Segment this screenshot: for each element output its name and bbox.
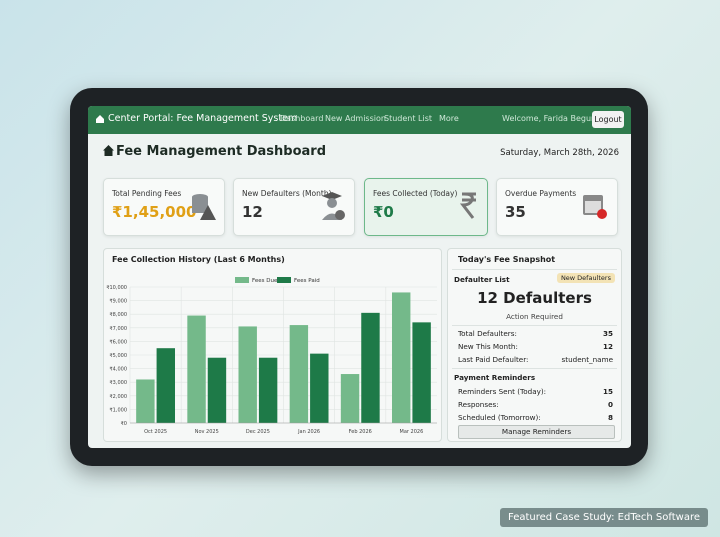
y-tick-label: ₹5,000 xyxy=(110,353,128,359)
card-value: 35 xyxy=(505,203,526,221)
card-value: 12 xyxy=(242,203,263,221)
row-value: 15 xyxy=(602,387,613,396)
bar-chart: ₹0 ₹1,000 ₹2,000 ₹3,000 ₹4,000 ₹5,000 ₹6,000 ₹7… xyxy=(106,277,437,435)
bar xyxy=(136,379,155,423)
card-label: New Defaulters (Month) xyxy=(242,189,332,198)
bar xyxy=(238,326,257,423)
welcome: Welcome, Farida Begum xyxy=(502,114,599,123)
x-tick-label: Nov 2025 xyxy=(195,429,219,435)
y-tick-label: ₹9,000 xyxy=(110,299,128,305)
y-tick-label: ₹4,000 xyxy=(110,367,128,373)
date: Saturday, March 28th, 2026 xyxy=(500,148,619,158)
x-tick-label: Feb 2026 xyxy=(349,429,372,435)
coins-icon xyxy=(192,194,216,220)
stat-card[interactable]: Fees Collected (Today) ₹0 xyxy=(364,178,488,236)
y-tick-label: ₹0 xyxy=(121,421,127,427)
stat-card[interactable]: Total Pending Fees ₹1,45,000 xyxy=(103,178,225,236)
logout-button[interactable]: Logout xyxy=(592,111,624,128)
caption-prefix: Featured Case Study: xyxy=(508,512,615,523)
bar xyxy=(258,357,278,423)
student-icon xyxy=(322,192,345,220)
row-value: 8 xyxy=(607,413,613,422)
y-tick-label: ₹2,000 xyxy=(110,394,128,400)
chart-title: Fee Collection History (Last 6 Months) xyxy=(112,255,285,264)
row-value: 12 xyxy=(602,342,613,351)
bar xyxy=(361,312,380,423)
bar xyxy=(310,353,329,423)
bar xyxy=(156,348,176,423)
divider xyxy=(452,325,617,326)
row-label: New This Month: xyxy=(458,342,518,351)
badge: New Defaulters xyxy=(556,273,615,283)
card-label: Fees Collected (Today) xyxy=(373,189,458,198)
row-label: Responses: xyxy=(458,400,499,409)
nav-link[interactable]: Student List xyxy=(384,114,433,123)
legend-swatch xyxy=(277,277,291,283)
rupee-icon xyxy=(459,192,476,219)
card-value: ₹1,45,000 xyxy=(112,203,197,221)
page-title: Fee Management Dashboard xyxy=(116,144,327,159)
calendar-icon xyxy=(583,195,607,219)
row-label: Total Defaulters: xyxy=(458,329,517,338)
chart-panel: Fee Collection History (Last 6 Months) ₹… xyxy=(103,248,442,442)
row-value: 0 xyxy=(607,400,613,409)
list-title: Defaulter List xyxy=(454,275,510,284)
y-tick-label: ₹10,000 xyxy=(106,285,127,291)
divider xyxy=(452,269,617,270)
row-label: Reminders Sent (Today): xyxy=(458,387,547,396)
x-tick-label: Mar 2026 xyxy=(400,429,424,435)
legend-label: Fees Due xyxy=(252,278,278,284)
snapshot-panel: Today's Fee Snapshot Defaulter List New … xyxy=(447,248,622,442)
screen: Center Portal: Fee Management System Das… xyxy=(88,106,631,448)
row-label: Last Paid Defaulter: xyxy=(458,355,529,364)
home-icon xyxy=(103,145,114,156)
snapshot-title: Today's Fee Snapshot xyxy=(458,255,556,264)
y-tick-label: ₹1,000 xyxy=(110,407,128,413)
y-tick-label: ₹7,000 xyxy=(110,326,128,332)
y-tick-label: ₹8,000 xyxy=(110,312,128,318)
reminders-title: Payment Reminders xyxy=(454,373,536,382)
nav-link[interactable]: Dashboard xyxy=(280,114,324,123)
row-label: Scheduled (Tomorrow): xyxy=(458,413,541,422)
headline: 12 Defaulters xyxy=(477,289,592,307)
bar xyxy=(340,374,360,423)
stat-card[interactable]: New Defaulters (Month) 12 xyxy=(233,178,355,236)
bar xyxy=(187,315,206,423)
x-tick-label: Jan 2026 xyxy=(297,429,320,435)
subline: Action Required xyxy=(506,312,563,321)
y-tick-label: ₹3,000 xyxy=(110,380,128,386)
card-label: Overdue Payments xyxy=(505,189,577,198)
legend-swatch xyxy=(235,277,249,283)
bar xyxy=(391,292,411,423)
bar xyxy=(207,357,227,423)
bar xyxy=(289,325,309,423)
home-icon xyxy=(96,115,104,123)
x-tick-label: Oct 2025 xyxy=(144,429,167,435)
bar xyxy=(412,322,431,423)
card-value: ₹0 xyxy=(373,203,394,221)
nav-link[interactable]: New Admission xyxy=(325,114,386,123)
caption: Featured Case Study: EdTech Software xyxy=(500,508,708,527)
brand[interactable]: Center Portal: Fee Management System xyxy=(108,113,298,124)
row-value: student_name xyxy=(561,355,613,364)
card-label: Total Pending Fees xyxy=(112,189,182,198)
y-tick-label: ₹6,000 xyxy=(110,339,128,345)
stat-card[interactable]: Overdue Payments 35 xyxy=(496,178,618,236)
x-tick-label: Dec 2025 xyxy=(246,429,270,435)
manage-button[interactable]: Manage Reminders xyxy=(458,425,615,439)
navbar: Center Portal: Fee Management System Das… xyxy=(88,106,631,134)
caption-highlight: EdTech Software xyxy=(617,512,700,523)
divider xyxy=(452,368,617,369)
nav-link[interactable]: More xyxy=(439,114,459,123)
row-value: 35 xyxy=(602,329,613,338)
legend-label: Fees Paid xyxy=(294,278,320,284)
